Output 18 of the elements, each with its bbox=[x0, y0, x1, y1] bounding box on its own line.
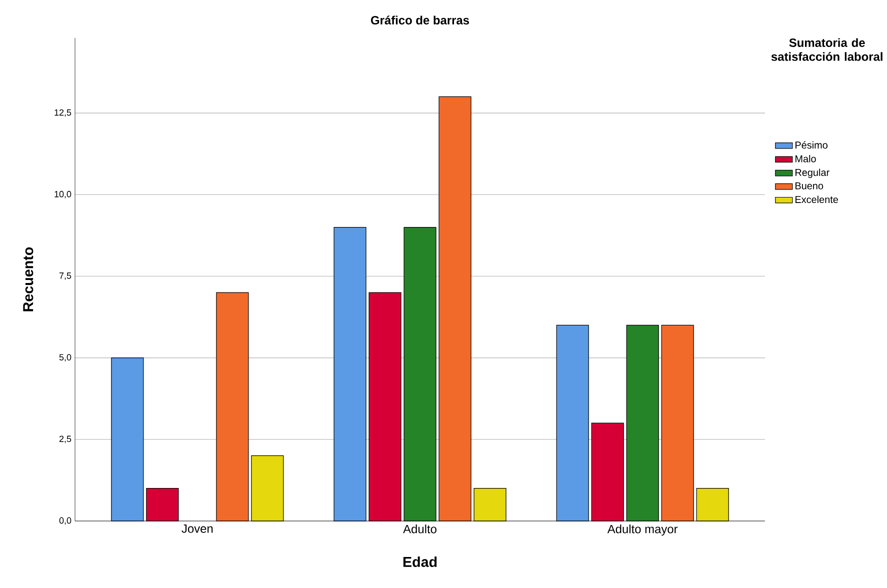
legend-label: Regular bbox=[796, 168, 830, 178]
x-tick-label: Joven bbox=[182, 524, 213, 533]
y-tick-label: 2,5 bbox=[59, 436, 72, 444]
y-tick-label: 7,5 bbox=[59, 272, 72, 280]
chart-title: Gráfico de barras bbox=[370, 16, 469, 24]
y-tick-label: 12,5 bbox=[54, 109, 72, 117]
y-axis-title: Recuento bbox=[23, 247, 34, 312]
legend-label: Malo bbox=[796, 155, 816, 162]
y-tick-label: 0,0 bbox=[59, 517, 72, 525]
x-axis-title: Edad bbox=[403, 556, 437, 568]
x-tick-label: Adulto mayor bbox=[607, 524, 678, 536]
x-tick-label: Adulto bbox=[403, 524, 436, 534]
legend-title: Sumatoria de satisfacción laboral bbox=[771, 38, 882, 61]
legend-label: Pésimo bbox=[796, 141, 828, 149]
y-tick-label: 5,0 bbox=[59, 354, 72, 362]
legend-label: Excelente bbox=[796, 196, 838, 204]
legend-label: Bueno bbox=[796, 182, 824, 190]
y-tick-label: 10,0 bbox=[54, 190, 72, 198]
